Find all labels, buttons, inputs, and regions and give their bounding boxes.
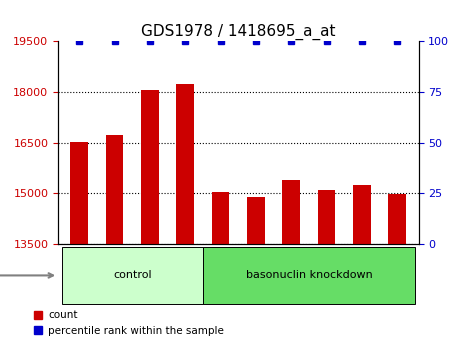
Text: protocol: protocol: [0, 270, 53, 280]
Bar: [282, 180, 300, 244]
Bar: [318, 190, 335, 244]
FancyBboxPatch shape: [62, 247, 203, 304]
Title: GDS1978 / 1418695_a_at: GDS1978 / 1418695_a_at: [141, 24, 336, 40]
Text: basonuclin knockdown: basonuclin knockdown: [246, 270, 372, 280]
Bar: [247, 197, 265, 244]
Bar: [106, 135, 124, 244]
Bar: [353, 186, 371, 244]
Bar: [141, 90, 159, 244]
Bar: [71, 141, 88, 244]
Bar: [388, 194, 406, 244]
Legend: count, percentile rank within the sample: count, percentile rank within the sample: [28, 306, 228, 340]
FancyBboxPatch shape: [203, 247, 415, 304]
Bar: [177, 83, 194, 244]
Bar: [212, 191, 230, 244]
Text: control: control: [113, 270, 152, 280]
